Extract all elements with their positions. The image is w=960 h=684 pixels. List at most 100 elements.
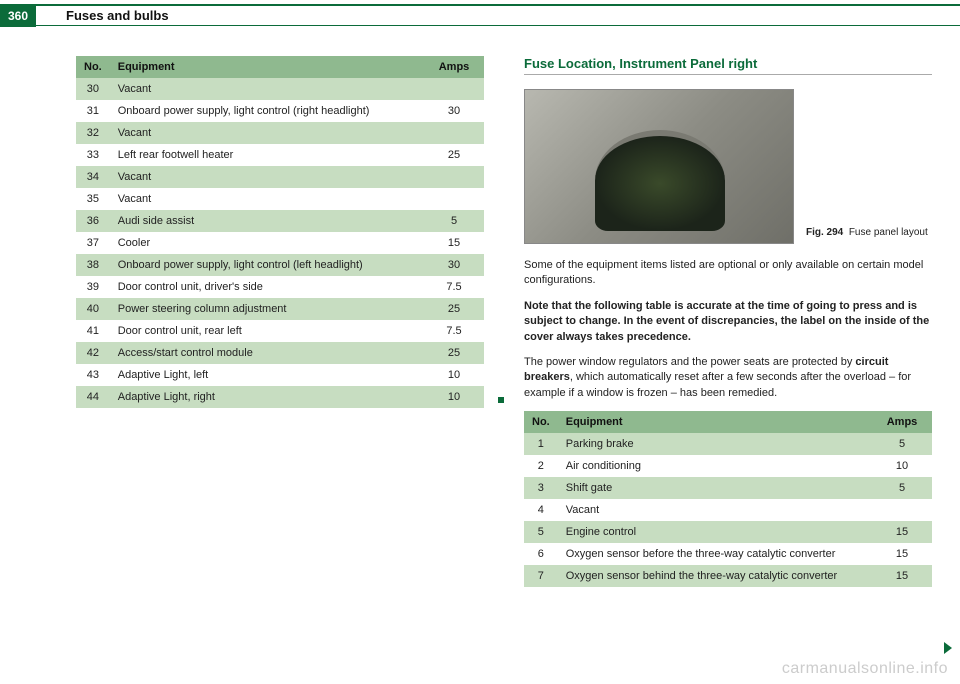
table-row: 42Access/start control module25 bbox=[76, 342, 484, 364]
cell-amps: 15 bbox=[424, 232, 484, 254]
section-heading: Fuse Location, Instrument Panel right bbox=[524, 56, 932, 75]
table-row: 30Vacant bbox=[76, 78, 484, 100]
cell-equipment: Left rear footwell heater bbox=[110, 144, 424, 166]
cell-amps: 5 bbox=[872, 433, 932, 455]
cell-equipment: Door control unit, driver's side bbox=[110, 276, 424, 298]
cell-no: 3 bbox=[524, 477, 558, 499]
cell-no: 33 bbox=[76, 144, 110, 166]
table-row: 41Door control unit, rear left7.5 bbox=[76, 320, 484, 342]
cell-amps: 10 bbox=[424, 364, 484, 386]
table-row: 1Parking brake5 bbox=[524, 433, 932, 455]
cell-equipment: Vacant bbox=[110, 78, 424, 100]
cell-no: 44 bbox=[76, 386, 110, 408]
cell-no: 34 bbox=[76, 166, 110, 188]
table-row: 6Oxygen sensor before the three-way cata… bbox=[524, 543, 932, 565]
cell-no: 1 bbox=[524, 433, 558, 455]
cell-no: 30 bbox=[76, 78, 110, 100]
table-row: 44Adaptive Light, right10 bbox=[76, 386, 484, 408]
section-end-icon bbox=[498, 397, 504, 403]
cell-amps: 10 bbox=[872, 455, 932, 477]
cell-equipment: Access/start control module bbox=[110, 342, 424, 364]
cell-no: 43 bbox=[76, 364, 110, 386]
cell-amps bbox=[424, 166, 484, 188]
watermark: carmanualsonline.info bbox=[782, 660, 948, 678]
chapter-title: Fuses and bulbs bbox=[66, 8, 169, 23]
figure-caption: Fig. 294 Fuse panel layout bbox=[806, 227, 928, 244]
cell-equipment: Adaptive Light, right bbox=[110, 386, 424, 408]
figure-image bbox=[524, 89, 794, 244]
cell-amps: 10 bbox=[424, 386, 484, 408]
cell-equipment: Door control unit, rear left bbox=[110, 320, 424, 342]
cell-amps: 7.5 bbox=[424, 276, 484, 298]
table-row: 3Shift gate5 bbox=[524, 477, 932, 499]
table-row: 38Onboard power supply, light control (l… bbox=[76, 254, 484, 276]
para2-a: The power window regulators and the powe… bbox=[524, 356, 855, 368]
table-row: 33Left rear footwell heater25 bbox=[76, 144, 484, 166]
page-body: No. Equipment Amps 30Vacant31Onboard pow… bbox=[0, 26, 960, 587]
table-row: 32Vacant bbox=[76, 122, 484, 144]
figure-text: Fuse panel layout bbox=[849, 227, 928, 238]
right-column: Fuse Location, Instrument Panel right Fi… bbox=[524, 56, 932, 587]
cell-equipment: Vacant bbox=[110, 122, 424, 144]
table-row: 40Power steering column adjustment25 bbox=[76, 298, 484, 320]
cell-no: 32 bbox=[76, 122, 110, 144]
cell-equipment: Onboard power supply, light control (lef… bbox=[110, 254, 424, 276]
figure-number: Fig. 294 bbox=[806, 227, 843, 238]
cell-equipment: Adaptive Light, left bbox=[110, 364, 424, 386]
table-row: 36Audi side assist5 bbox=[76, 210, 484, 232]
col-equipment: Equipment bbox=[110, 56, 424, 78]
cell-equipment: Cooler bbox=[110, 232, 424, 254]
cell-no: 40 bbox=[76, 298, 110, 320]
cell-equipment: Parking brake bbox=[558, 433, 872, 455]
cell-amps: 15 bbox=[872, 521, 932, 543]
paragraph-breakers: The power window regulators and the powe… bbox=[524, 355, 932, 401]
col-amps: Amps bbox=[872, 411, 932, 433]
para2-b: , which automatically reset after a few … bbox=[524, 371, 911, 398]
cell-equipment: Oxygen sensor behind the three-way catal… bbox=[558, 565, 872, 587]
cell-equipment: Audi side assist bbox=[110, 210, 424, 232]
cell-equipment: Oxygen sensor before the three-way catal… bbox=[558, 543, 872, 565]
cell-no: 5 bbox=[524, 521, 558, 543]
cell-no: 31 bbox=[76, 100, 110, 122]
cell-equipment: Vacant bbox=[110, 166, 424, 188]
cell-amps: 7.5 bbox=[424, 320, 484, 342]
cell-no: 36 bbox=[76, 210, 110, 232]
left-column: No. Equipment Amps 30Vacant31Onboard pow… bbox=[76, 56, 484, 587]
cell-no: 38 bbox=[76, 254, 110, 276]
cell-amps: 25 bbox=[424, 298, 484, 320]
cell-amps: 30 bbox=[424, 100, 484, 122]
cell-amps: 5 bbox=[872, 477, 932, 499]
cell-no: 39 bbox=[76, 276, 110, 298]
table-row: 43Adaptive Light, left10 bbox=[76, 364, 484, 386]
cell-no: 6 bbox=[524, 543, 558, 565]
table-row: 37Cooler15 bbox=[76, 232, 484, 254]
cell-amps: 25 bbox=[424, 342, 484, 364]
cell-amps bbox=[424, 188, 484, 210]
fuse-table-right: No. Equipment Amps 1Parking brake52Air c… bbox=[524, 411, 932, 587]
continue-arrow-icon bbox=[944, 642, 952, 654]
cell-equipment: Air conditioning bbox=[558, 455, 872, 477]
cell-amps bbox=[424, 122, 484, 144]
paragraph-note: Note that the following table is accurat… bbox=[524, 299, 932, 345]
cell-equipment: Onboard power supply, light control (rig… bbox=[110, 100, 424, 122]
table-row: 35Vacant bbox=[76, 188, 484, 210]
cell-no: 2 bbox=[524, 455, 558, 477]
cell-equipment: Engine control bbox=[558, 521, 872, 543]
cell-no: 41 bbox=[76, 320, 110, 342]
cell-amps: 30 bbox=[424, 254, 484, 276]
cell-amps bbox=[872, 499, 932, 521]
cell-equipment: Shift gate bbox=[558, 477, 872, 499]
cell-no: 42 bbox=[76, 342, 110, 364]
table-row: 31Onboard power supply, light control (r… bbox=[76, 100, 484, 122]
note-bold: Note that the following table is accurat… bbox=[524, 300, 929, 343]
cell-amps: 25 bbox=[424, 144, 484, 166]
fuse-table-left: No. Equipment Amps 30Vacant31Onboard pow… bbox=[76, 56, 484, 408]
cell-amps: 15 bbox=[872, 543, 932, 565]
col-equipment: Equipment bbox=[558, 411, 872, 433]
page-header: 360 Fuses and bulbs bbox=[0, 4, 960, 26]
table-row: 7Oxygen sensor behind the three-way cata… bbox=[524, 565, 932, 587]
cell-no: 4 bbox=[524, 499, 558, 521]
cell-amps: 15 bbox=[872, 565, 932, 587]
page-number-badge: 360 bbox=[0, 5, 36, 27]
cell-equipment: Power steering column adjustment bbox=[110, 298, 424, 320]
